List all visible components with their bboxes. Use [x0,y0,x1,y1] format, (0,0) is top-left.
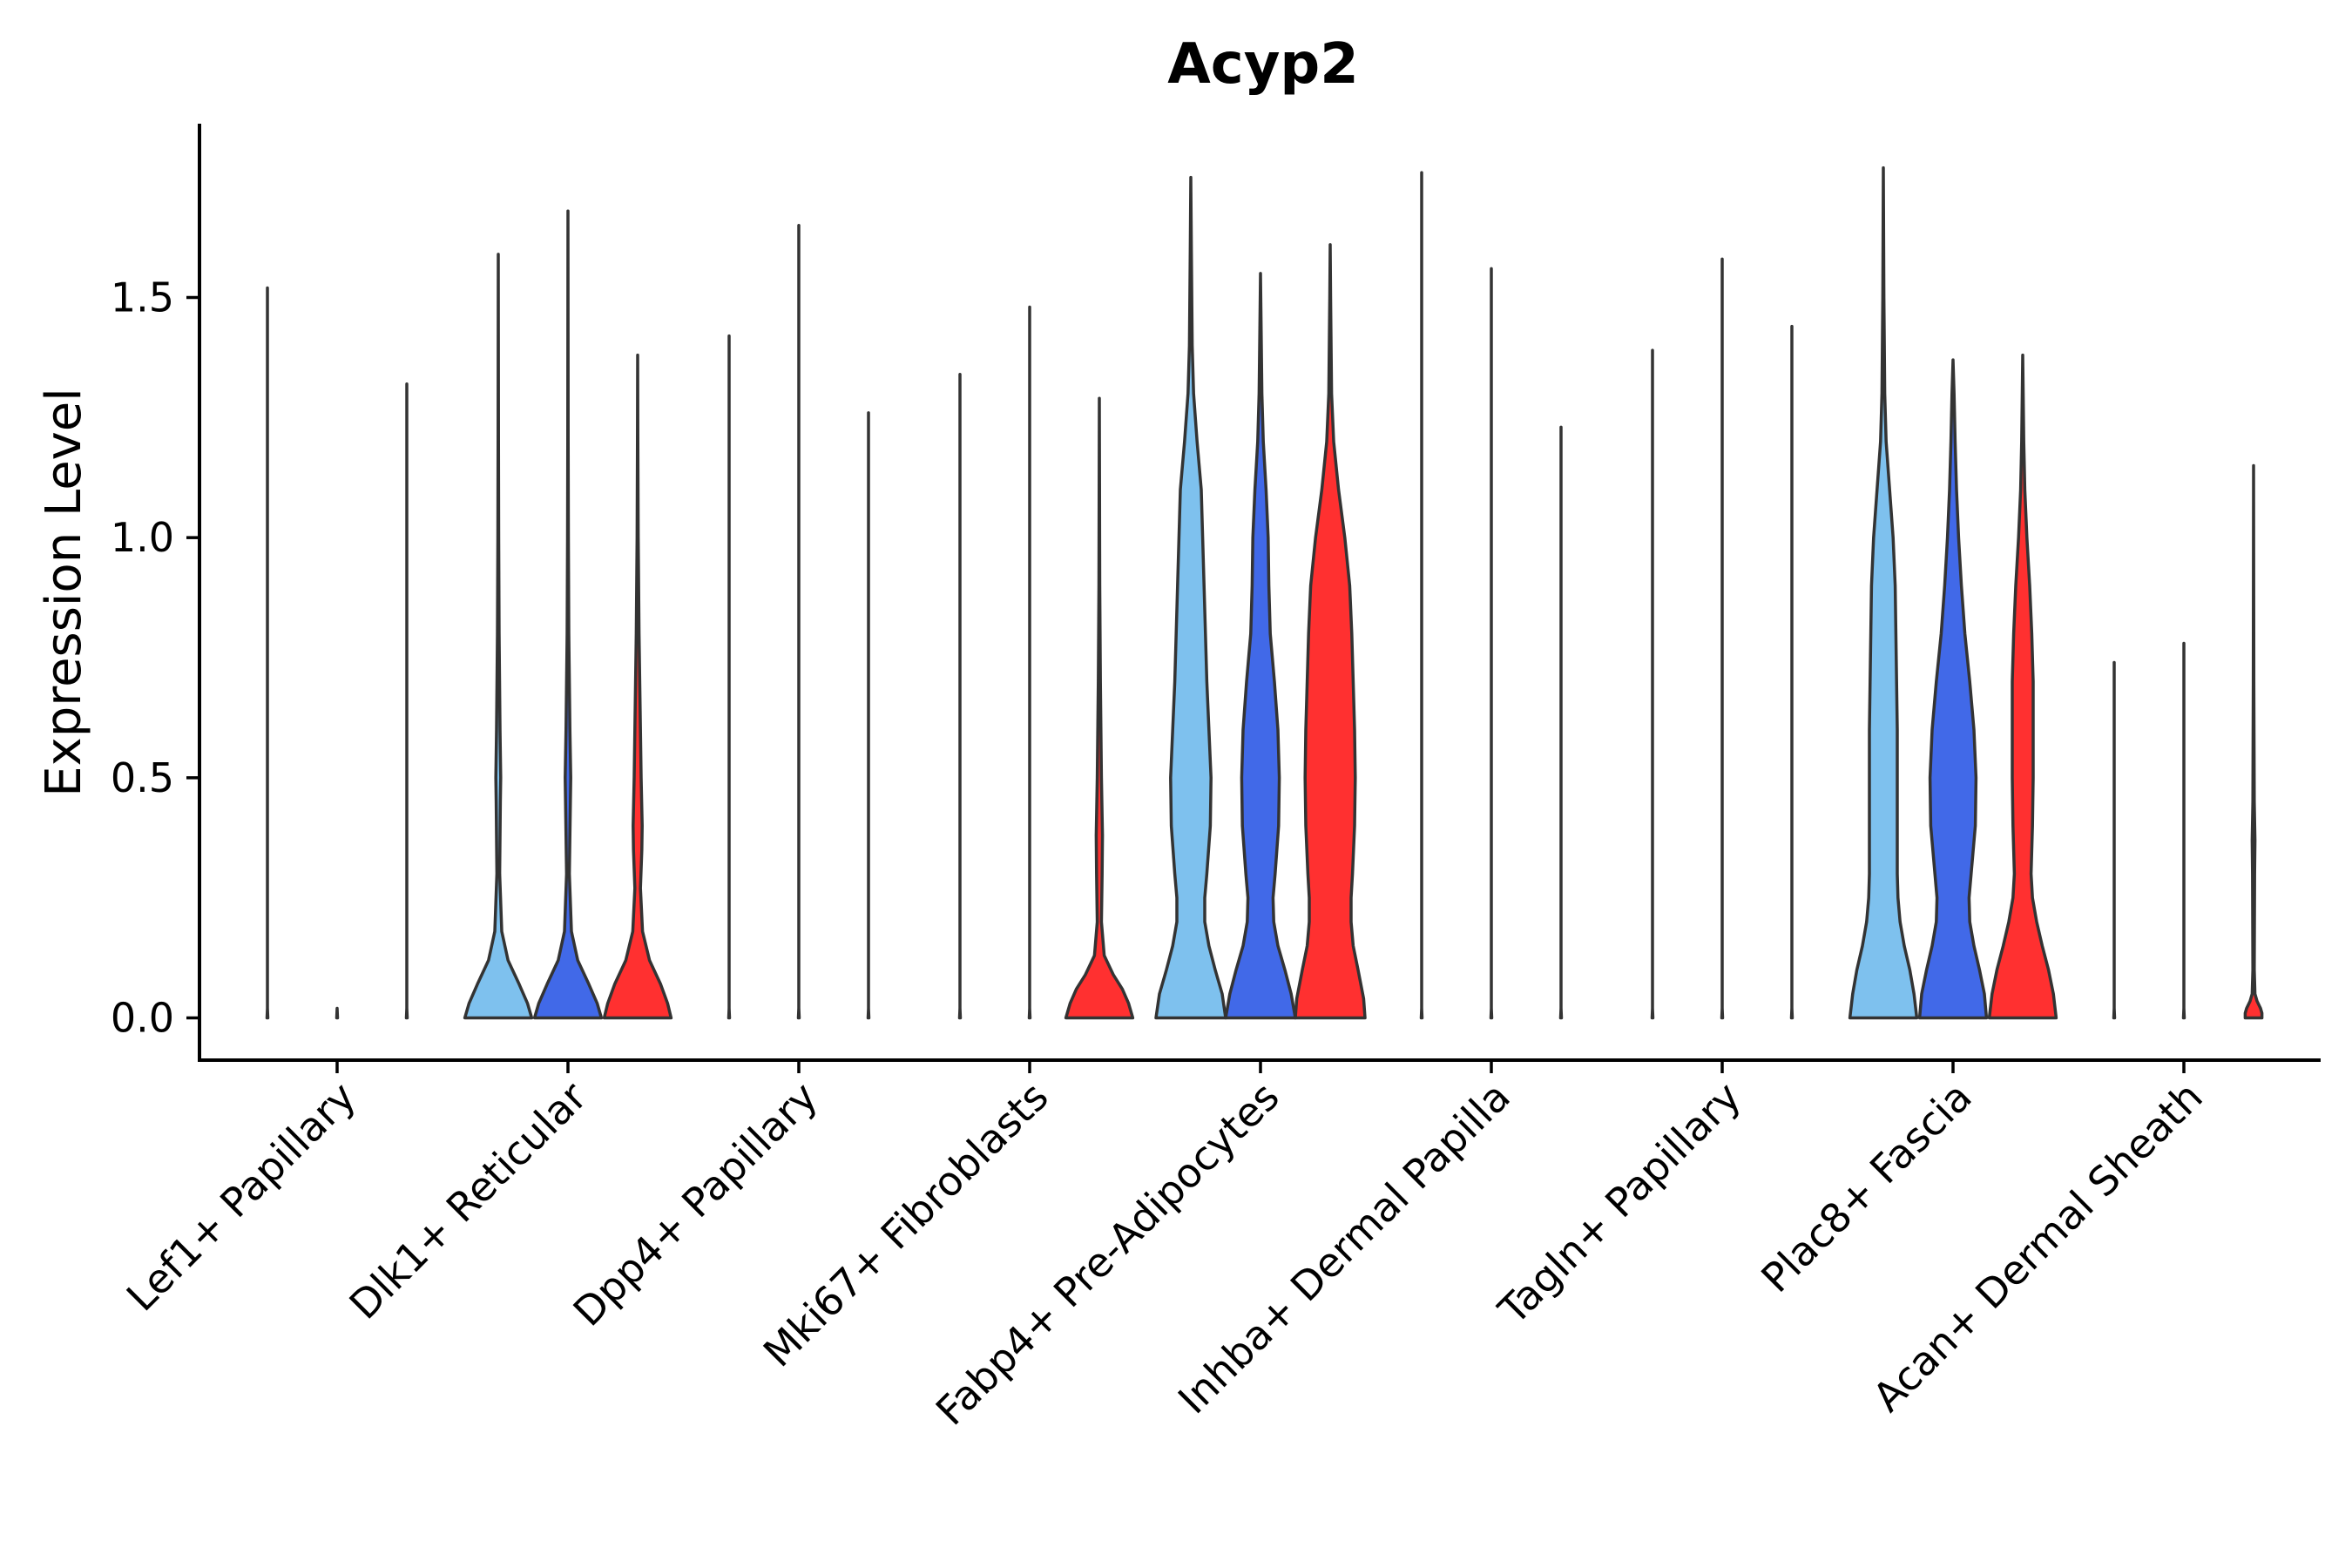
x-tick-label: Plac8+ Fascia [1752,1073,1980,1301]
violin-acan-dermal-sheath-g1 [2112,660,2117,1020]
violin-fabp4-pre-adipocytes-g2 [1224,272,1297,1020]
y-tick-label: 0.5 [111,754,174,801]
violin-lef1-papillary-g1 [265,286,270,1020]
x-tick-label: Tagln+ Papillary [1489,1073,1750,1335]
violin-acan-dermal-sheath-g3 [2243,463,2264,1020]
violin-dlk1-reticular-g3 [602,353,673,1020]
y-tick-label: 1.0 [111,514,174,561]
violin-tagln-papillary-g2 [1720,257,1725,1020]
violin-plac8-fascia-g3 [1987,353,2058,1020]
violin-layer [265,166,2264,1020]
x-tick-label: Dlk1+ Reticular [341,1073,596,1328]
y-ticks: 0.0 0.5 1.0 1.5 [111,274,199,1042]
violin-mki67-fibroblasts-g3 [1064,396,1135,1020]
violin-lef1-papillary-g3 [404,382,409,1020]
violin-tagln-papillary-g3 [1789,324,1794,1020]
x-tick-label: Dpp4+ Papillary [564,1073,827,1335]
y-tick-label: 1.5 [111,274,174,321]
violin-fabp4-pre-adipocytes-g1 [1154,175,1227,1020]
violin-plac8-fascia-g2 [1917,358,1989,1020]
violin-dlk1-reticular-g2 [532,209,604,1020]
y-axis-label: Expression Level [36,388,92,797]
violin-plac8-fascia-g1 [1848,166,1919,1020]
violin-mki67-fibroblasts-g2 [1027,305,1032,1020]
x-tick-label: Lef1+ Papillary [118,1073,365,1321]
violin-fabp4-pre-adipocytes-g3 [1294,243,1367,1020]
violin-tagln-papillary-g1 [1650,348,1655,1020]
violin-inhba-dermal-papilla-g2 [1489,267,1494,1020]
chart-title: Acyp2 [1167,32,1359,97]
violin-mki67-fibroblasts-g1 [957,372,963,1020]
violin-dpp4-papillary-g1 [727,334,732,1020]
y-tick-label: 0.0 [111,995,174,1042]
violin-dlk1-reticular-g1 [463,253,534,1020]
violin-dpp4-papillary-g3 [866,411,871,1020]
violin-dpp4-papillary-g2 [796,224,801,1020]
violin-lef1-papillary-g2 [335,1006,340,1020]
violin-inhba-dermal-papilla-g3 [1558,425,1564,1020]
violin-acan-dermal-sheath-g2 [2181,641,2186,1020]
violin-inhba-dermal-papilla-g1 [1419,171,1424,1020]
